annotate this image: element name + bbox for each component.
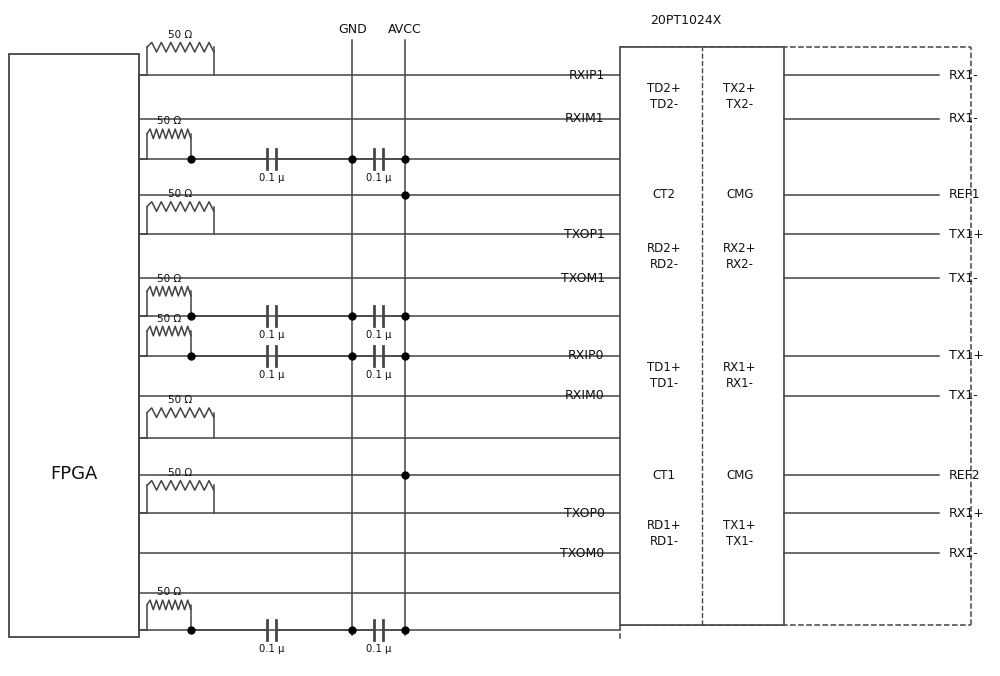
Text: RXIP0: RXIP0 xyxy=(568,349,605,362)
Text: 0.1 μ: 0.1 μ xyxy=(259,644,284,654)
Text: TD1+
TD1-: TD1+ TD1- xyxy=(647,362,681,390)
Bar xyxy=(9,54,139,637)
Text: 0.1 μ: 0.1 μ xyxy=(259,172,284,183)
Text: 50 Ω: 50 Ω xyxy=(168,30,193,40)
Text: 0.1 μ: 0.1 μ xyxy=(259,370,284,380)
Text: REF1: REF1 xyxy=(949,188,980,201)
Text: RX1+
RX1-: RX1+ RX1- xyxy=(723,362,757,390)
Text: RXIM0: RXIM0 xyxy=(565,389,605,402)
Text: TXOM0: TXOM0 xyxy=(560,547,605,560)
Text: 50 Ω: 50 Ω xyxy=(168,468,193,478)
Text: 20PT1024X: 20PT1024X xyxy=(650,14,721,27)
Text: 0.1 μ: 0.1 μ xyxy=(366,172,392,183)
Text: RX1-: RX1- xyxy=(949,112,979,126)
Text: RX1-: RX1- xyxy=(949,68,979,82)
Text: RX2+
RX2-: RX2+ RX2- xyxy=(723,242,757,271)
Text: 50 Ω: 50 Ω xyxy=(168,189,193,199)
Text: CMG: CMG xyxy=(726,188,754,201)
Text: TD2+
TD2-: TD2+ TD2- xyxy=(647,82,681,112)
Text: 0.1 μ: 0.1 μ xyxy=(366,644,392,654)
Text: 50 Ω: 50 Ω xyxy=(157,587,181,598)
Bar xyxy=(620,47,784,625)
Text: RX1-: RX1- xyxy=(949,547,979,560)
Text: TX2+
TX2-: TX2+ TX2- xyxy=(723,82,756,112)
Text: TX1-: TX1- xyxy=(949,272,978,285)
Text: TXOP0: TXOP0 xyxy=(564,507,605,520)
Text: 50 Ω: 50 Ω xyxy=(157,116,181,126)
Text: TXOP1: TXOP1 xyxy=(564,228,605,241)
Text: 0.1 μ: 0.1 μ xyxy=(366,330,392,340)
Text: RX1+: RX1+ xyxy=(949,507,985,520)
Text: GND: GND xyxy=(338,23,367,37)
Text: CMG: CMG xyxy=(726,469,754,482)
Text: TX1-: TX1- xyxy=(949,389,978,402)
Text: REF2: REF2 xyxy=(949,469,980,482)
Text: TXOM1: TXOM1 xyxy=(561,272,605,285)
Text: 0.1 μ: 0.1 μ xyxy=(259,330,284,340)
Text: RD2+
RD2-: RD2+ RD2- xyxy=(647,242,681,271)
Text: TX1+
TX1-: TX1+ TX1- xyxy=(723,518,756,548)
Text: RXIP1: RXIP1 xyxy=(568,68,605,82)
Text: RXIM1: RXIM1 xyxy=(565,112,605,126)
Text: FPGA: FPGA xyxy=(50,464,98,483)
Text: 0.1 μ: 0.1 μ xyxy=(366,370,392,380)
Text: CT2: CT2 xyxy=(653,188,676,201)
Text: 50 Ω: 50 Ω xyxy=(168,395,193,405)
Text: TX1+: TX1+ xyxy=(949,349,984,362)
Text: AVCC: AVCC xyxy=(388,23,422,37)
Text: 50 Ω: 50 Ω xyxy=(157,274,181,284)
Text: TX1+: TX1+ xyxy=(949,228,984,241)
Text: 50 Ω: 50 Ω xyxy=(157,314,181,324)
Text: RD1+
RD1-: RD1+ RD1- xyxy=(647,518,681,548)
Text: CT1: CT1 xyxy=(653,469,676,482)
